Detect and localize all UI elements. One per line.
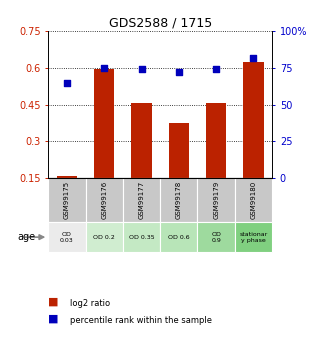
Text: ■: ■ [48, 297, 59, 307]
Text: GSM99180: GSM99180 [250, 181, 257, 219]
Point [139, 67, 144, 72]
Bar [94, 69, 114, 178]
Text: OD
0.03: OD 0.03 [60, 232, 74, 243]
Bar [131, 104, 152, 178]
Text: GSM99175: GSM99175 [64, 181, 70, 219]
Bar [48, 223, 86, 252]
Point [214, 67, 219, 72]
Point [251, 55, 256, 60]
Text: OD
0.9: OD 0.9 [211, 232, 221, 243]
Text: log2 ratio: log2 ratio [70, 299, 110, 308]
Text: ■: ■ [48, 314, 59, 324]
Bar [206, 104, 226, 178]
Bar [86, 223, 123, 252]
Bar [123, 223, 160, 252]
Point [102, 65, 107, 71]
Bar [235, 178, 272, 223]
Text: stationar
y phase: stationar y phase [239, 232, 267, 243]
Point [64, 80, 69, 85]
Text: GSM99177: GSM99177 [138, 181, 145, 219]
Text: percentile rank within the sample: percentile rank within the sample [70, 316, 212, 325]
Bar [169, 123, 189, 178]
Point [176, 69, 181, 75]
Bar [86, 178, 123, 223]
Bar [197, 178, 235, 223]
Text: GSM99179: GSM99179 [213, 181, 219, 219]
Bar [160, 223, 197, 252]
Text: age: age [18, 232, 36, 242]
Text: GSM99176: GSM99176 [101, 181, 107, 219]
Text: OD 0.2: OD 0.2 [93, 235, 115, 240]
Bar [160, 178, 197, 223]
Bar [57, 176, 77, 178]
Bar [197, 223, 235, 252]
Title: GDS2588 / 1715: GDS2588 / 1715 [109, 17, 212, 30]
Bar [243, 62, 264, 178]
Text: OD 0.35: OD 0.35 [129, 235, 154, 240]
Text: GSM99178: GSM99178 [176, 181, 182, 219]
Bar [235, 223, 272, 252]
Text: OD 0.6: OD 0.6 [168, 235, 190, 240]
Bar [48, 178, 86, 223]
Bar [123, 178, 160, 223]
